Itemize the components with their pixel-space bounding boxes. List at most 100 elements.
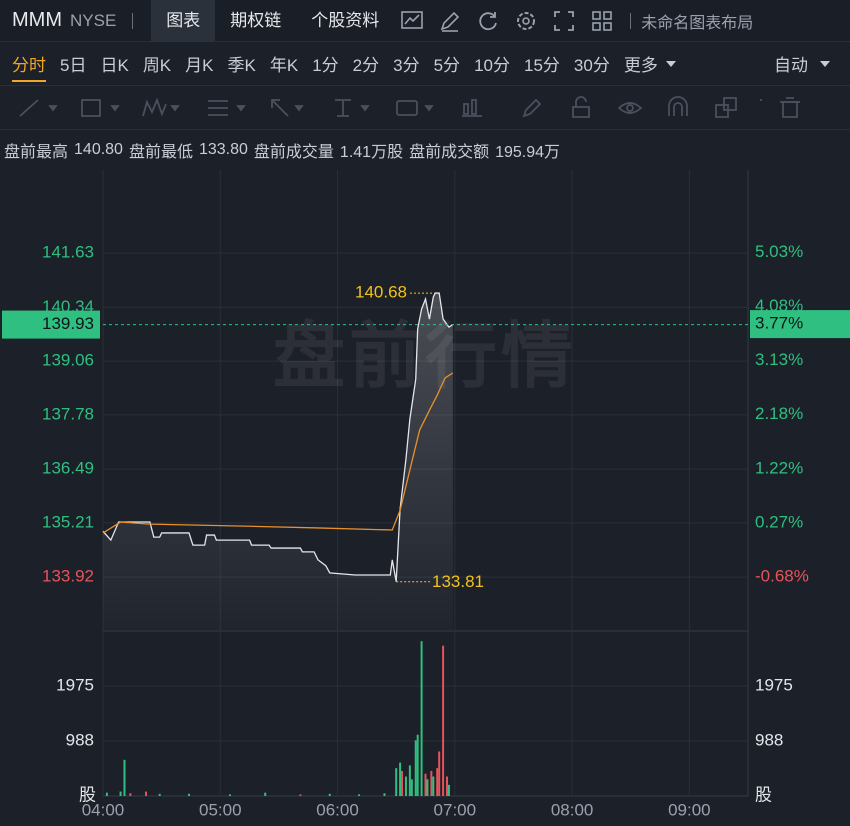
volume-bar xyxy=(447,784,450,796)
period[interactable]: 30分 xyxy=(573,56,610,75)
y-tick-label-right: 988 xyxy=(755,730,783,749)
y-tick-label: 137.78 xyxy=(42,404,94,423)
last-price-box xyxy=(2,310,100,339)
volume-unit: 股 xyxy=(79,785,96,804)
volume-unit-right: 股 xyxy=(755,785,772,804)
period[interactable]: 季K xyxy=(227,56,256,75)
price-line xyxy=(102,292,454,582)
volume-bar xyxy=(123,759,126,796)
y2-tick-label: -0.68% xyxy=(755,567,809,586)
drawing-toolbar xyxy=(0,86,850,130)
y-tick-label: 133.92 xyxy=(42,567,94,586)
volume-bar xyxy=(105,792,108,796)
volume-bar xyxy=(424,773,427,796)
volume-bar xyxy=(264,792,267,796)
exchange: NYSE xyxy=(69,10,117,30)
info-value: 133.80 xyxy=(198,141,248,158)
volume-bar xyxy=(446,776,448,796)
volume-bar xyxy=(414,740,417,796)
x-tick-label: 09:00 xyxy=(668,800,711,819)
dropdown-arrow xyxy=(820,60,830,67)
y2-tick-label: 1.22% xyxy=(755,459,803,478)
volume-bar xyxy=(401,770,404,796)
y-tick-label: 1975 xyxy=(56,676,94,695)
period[interactable]: 15分 xyxy=(523,56,560,75)
dropdown-arrow xyxy=(665,60,676,67)
period[interactable]: 3分 xyxy=(393,56,420,75)
volume-bar xyxy=(119,791,122,796)
y2-tick-label: 0.27% xyxy=(755,513,803,532)
price-area xyxy=(103,293,453,630)
period[interactable]: 年K xyxy=(269,56,299,75)
y-tick-label: 139.06 xyxy=(42,351,94,370)
icon-chart[interactable] xyxy=(400,9,424,33)
volume-bar xyxy=(299,794,302,796)
symbol: MMM xyxy=(12,9,62,31)
top-bar: MMM NYSE 图表 期权链 个股资料 未命名图表布局 xyxy=(0,0,850,42)
y-tick-label-right: 1975 xyxy=(755,676,793,695)
y-tick-label: 988 xyxy=(66,730,94,749)
separator xyxy=(132,12,134,29)
period-list: 分时 5日 日K 周K 月K 季K 年K 1分 2分 3分 5分 10分 15分 30分 xyxy=(0,45,610,82)
info-value: 195.94万 xyxy=(495,144,561,161)
y-tick-label: 136.49 xyxy=(42,459,94,478)
volume-bar xyxy=(436,768,439,796)
x-tick-label: 06:00 xyxy=(316,800,359,819)
x-tick-label: 04:00 xyxy=(82,800,125,819)
period[interactable]: 5日 xyxy=(60,56,87,75)
volume-bar xyxy=(410,779,413,796)
volume-bar xyxy=(229,794,232,796)
layout-name[interactable]: 未命名图表布局 xyxy=(641,14,754,32)
volume-bar xyxy=(399,762,402,796)
average-line xyxy=(102,372,454,534)
icon-refresh[interactable] xyxy=(476,9,500,33)
volume-bar xyxy=(416,734,419,796)
info-bar: 盘前最高 140.80 盘前最低 133.80 盘前成交量 1.41万股 盘前成交额 195.… xyxy=(0,138,850,162)
volume-bar xyxy=(430,770,433,796)
volume-bar xyxy=(358,794,361,796)
separator xyxy=(630,12,632,29)
info-label: 盘前成交额 xyxy=(409,144,490,161)
y2-tick-label: 3.13% xyxy=(755,350,803,369)
last-price-label: 139.93 xyxy=(42,314,94,333)
info-value: 140.80 xyxy=(74,141,123,158)
tab[interactable]: 个股资料 xyxy=(311,10,380,30)
icon-fullscreen[interactable] xyxy=(552,9,576,33)
period[interactable]: 分时 xyxy=(12,51,46,82)
period[interactable]: 月K xyxy=(185,56,214,75)
period[interactable]: 5分 xyxy=(433,56,461,75)
period[interactable]: 2分 xyxy=(352,56,380,75)
low-label: 133.81 xyxy=(432,572,484,591)
high-label: 140.68 xyxy=(355,283,407,302)
volume-bar xyxy=(395,768,398,796)
icon-edit[interactable] xyxy=(438,9,462,33)
period[interactable]: 10分 xyxy=(474,56,510,75)
volume-bar xyxy=(404,776,407,796)
y2-tick-label: 5.03% xyxy=(755,242,803,261)
y-tick-label: 135.21 xyxy=(42,512,94,531)
last-change-box xyxy=(750,310,850,339)
volume-bar xyxy=(188,793,190,796)
tab[interactable]: 期权链 xyxy=(230,10,282,30)
volume-bar xyxy=(328,793,331,796)
info-value: 1.41万股 xyxy=(339,144,404,161)
volume-bar xyxy=(426,779,429,796)
volume-bar xyxy=(408,765,411,796)
y2-tick-label: 2.18% xyxy=(755,404,803,423)
tool-icons xyxy=(19,95,800,118)
volume-bar xyxy=(383,793,386,796)
scale-mode[interactable]: 自动 xyxy=(774,56,808,75)
more-button[interactable]: 更多 xyxy=(623,56,658,75)
volume-bar xyxy=(145,791,147,796)
volume-bar xyxy=(432,776,435,796)
period[interactable]: 1分 xyxy=(312,56,339,75)
volume-bar xyxy=(420,641,423,796)
icon-settings[interactable] xyxy=(514,9,538,33)
icon-layout[interactable] xyxy=(590,9,614,33)
tab[interactable]: 图表 xyxy=(151,0,216,42)
volume-bar xyxy=(158,793,161,796)
period[interactable]: 日K xyxy=(100,56,129,75)
period[interactable]: 周K xyxy=(142,56,172,75)
